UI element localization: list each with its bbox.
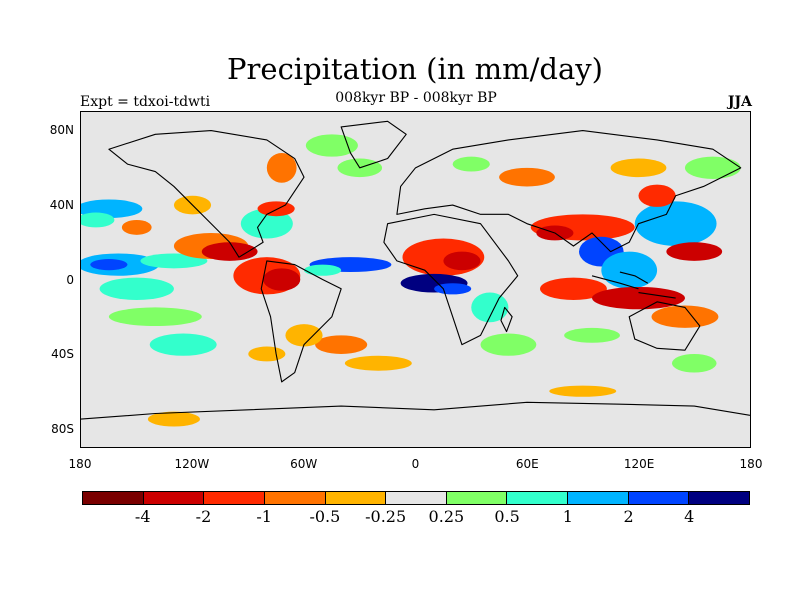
- precip-anomaly-patch: [443, 251, 481, 271]
- coastlines: [81, 120, 750, 420]
- lon-tick-label: 120W: [174, 457, 210, 471]
- precip-anomaly-patch: [549, 385, 617, 397]
- map-panel: [80, 111, 751, 448]
- map-canvas: [81, 120, 750, 427]
- precip-anomaly-patch: [248, 346, 286, 362]
- lat-tick-label: 80N: [49, 122, 74, 137]
- precip-anomaly-patch: [201, 242, 258, 261]
- lon-tick-label: 180: [739, 457, 763, 471]
- colorbar-label: 1: [562, 507, 573, 526]
- colorbar-label: 0.25: [428, 507, 465, 526]
- colorbar-swatch: [204, 492, 265, 504]
- precip-anomaly-patch: [240, 208, 293, 239]
- precip-anomaly-patch: [108, 307, 202, 327]
- colorbar-swatch: [507, 492, 569, 504]
- precip-anomaly-patch: [601, 251, 658, 289]
- precip-anomaly-patch: [263, 268, 301, 291]
- lat-tick-label: 40N: [49, 197, 74, 212]
- precip-anomaly-patch: [285, 324, 323, 347]
- colorbar-swatch: [568, 492, 629, 504]
- colorbar-swatch: [83, 492, 144, 504]
- precip-anomaly-patch: [610, 158, 667, 178]
- precip-anomaly-patch: [540, 277, 607, 300]
- colorbar-swatch: [446, 492, 508, 504]
- precip-anomaly-patch: [305, 134, 358, 157]
- precip-anomaly-patch: [471, 292, 509, 323]
- colorbar-label: 4: [684, 507, 695, 526]
- precip-anomaly-patch: [592, 286, 685, 310]
- lon-tick-label: 180: [68, 457, 92, 471]
- precip-anomaly-patch: [452, 156, 490, 172]
- precip-anomaly-patch: [499, 167, 555, 187]
- precip-anomaly-patch: [266, 152, 297, 183]
- lon-tick-label: 0: [411, 457, 420, 471]
- lon-tick-label: 60W: [290, 457, 318, 471]
- precip-anomaly-patch: [634, 201, 717, 246]
- lon-tick-label: 60E: [515, 457, 539, 471]
- precip-anomaly-patch: [684, 156, 741, 179]
- precip-anomaly-patch: [564, 327, 620, 343]
- lon-tick-label: 120E: [623, 457, 655, 471]
- precip-anomaly-patch: [257, 201, 295, 217]
- lat-tick-label: 40S: [51, 347, 74, 362]
- precip-anomaly-patch: [81, 212, 115, 228]
- colorbar-swatch: [143, 492, 205, 504]
- plot-subtitle: 008kyr BP - 008kyr BP: [335, 90, 497, 106]
- precip-anomaly-patch: [121, 219, 152, 235]
- season-label: JJA: [727, 94, 752, 110]
- precip-anomaly-patch: [671, 353, 717, 373]
- lat-tick-label: 0: [66, 272, 74, 287]
- colorbar-label: -0.5: [309, 507, 341, 526]
- precip-anomaly-patch: [666, 242, 723, 261]
- precip-anomaly-patch: [147, 411, 200, 427]
- plot-title: Precipitation (in mm/day): [227, 52, 603, 86]
- precip-anomaly-patch: [434, 283, 472, 295]
- colorbar-label: -0.25: [365, 507, 407, 526]
- colorbar-label: 2: [623, 507, 634, 526]
- precip-anomaly-patch: [344, 355, 412, 371]
- colorbar-swatch: [386, 492, 447, 504]
- colorbar-label: -2: [195, 507, 212, 526]
- precip-anomaly-patch: [140, 253, 208, 269]
- precip-anomaly-patch: [149, 333, 217, 356]
- colorbar: [82, 491, 750, 505]
- precip-anomaly-patch: [90, 259, 128, 271]
- precipitation-field: [81, 134, 741, 427]
- colorbar-label: -1: [256, 507, 272, 526]
- precip-anomaly-patch: [480, 333, 537, 356]
- colorbar-swatch: [325, 492, 387, 504]
- colorbar-label: 0.5: [494, 507, 520, 526]
- colorbar-swatch: [264, 492, 326, 504]
- precip-anomaly-patch: [304, 264, 342, 276]
- precip-anomaly-patch: [315, 335, 368, 354]
- precip-anomaly-patch: [638, 184, 676, 207]
- precip-anomaly-patch: [651, 305, 719, 328]
- colorbar-swatch: [689, 492, 750, 504]
- lat-tick-label: 80S: [51, 422, 74, 437]
- experiment-label: Expt = tdxoi-tdwti: [80, 94, 211, 110]
- colorbar-swatch: [628, 492, 690, 504]
- colorbar-label: -4: [134, 507, 151, 526]
- precip-anomaly-patch: [99, 277, 174, 300]
